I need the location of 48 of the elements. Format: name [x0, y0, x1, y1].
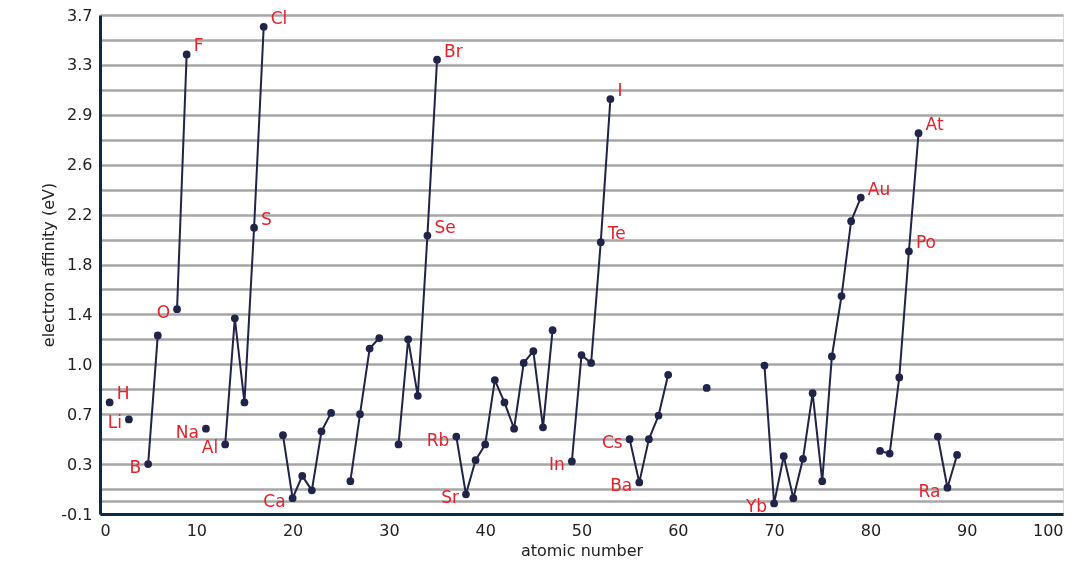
- y-tick-label: 1.0: [67, 354, 93, 374]
- y-tick-label: 1.4: [67, 304, 93, 324]
- annotation: F: [193, 35, 204, 56]
- annotation: B: [129, 457, 142, 478]
- annotation: I: [617, 80, 623, 101]
- annotation: In: [549, 454, 565, 475]
- y-tick-label: 2.9: [67, 105, 93, 125]
- annotation: Yb: [744, 496, 768, 517]
- x-tick-label: 100: [1032, 520, 1064, 540]
- x-tick-label: 40: [475, 520, 496, 540]
- y-tick-label: -0.1: [61, 504, 93, 524]
- annotation: H: [116, 383, 130, 404]
- annotation: O: [156, 302, 171, 323]
- x-tick-label: 30: [379, 520, 400, 540]
- x-tick-label: 0: [100, 520, 111, 540]
- annotation: Ca: [263, 491, 286, 512]
- annotation: Cs: [601, 432, 623, 453]
- annotation: Al: [201, 437, 219, 458]
- annotation: Rb: [426, 429, 450, 450]
- x-tick-label: 70: [764, 520, 785, 540]
- y-tick-label: 1.8: [67, 255, 93, 274]
- annotation: Se: [434, 216, 456, 237]
- x-tick-label: 20: [282, 520, 304, 540]
- annotation: Cl: [270, 7, 288, 28]
- annotation: Te: [606, 223, 626, 244]
- annotation: Ba: [610, 475, 633, 496]
- annotation: Po: [915, 232, 936, 253]
- annotation: Sr: [441, 487, 459, 508]
- annotation: Ra: [918, 480, 941, 501]
- annotation: Br: [444, 40, 463, 61]
- y-tick-label: 2.2: [67, 205, 93, 225]
- x-tick-label: 50: [571, 520, 593, 540]
- annotation: Li: [107, 412, 122, 433]
- annotation: S: [261, 208, 272, 229]
- x-tick-label: 90: [957, 520, 978, 540]
- x-tick-label: 80: [860, 520, 882, 540]
- y-tick-label: 0.7: [67, 404, 93, 424]
- x-axis-title: atomic number: [520, 540, 644, 560]
- y-tick-label: 3.3: [67, 55, 93, 75]
- y-tick-label: 0.3: [67, 454, 93, 474]
- annotation: Au: [867, 178, 891, 199]
- x-tick-label: 60: [668, 520, 689, 540]
- annotation: Na: [175, 421, 199, 442]
- y-axis-title: electron affinity (eV): [39, 182, 59, 348]
- annotation: At: [925, 114, 944, 135]
- y-tick-label: 2.6: [67, 155, 93, 175]
- y-tick-label: 3.7: [67, 5, 93, 25]
- x-tick-label: 10: [186, 520, 207, 540]
